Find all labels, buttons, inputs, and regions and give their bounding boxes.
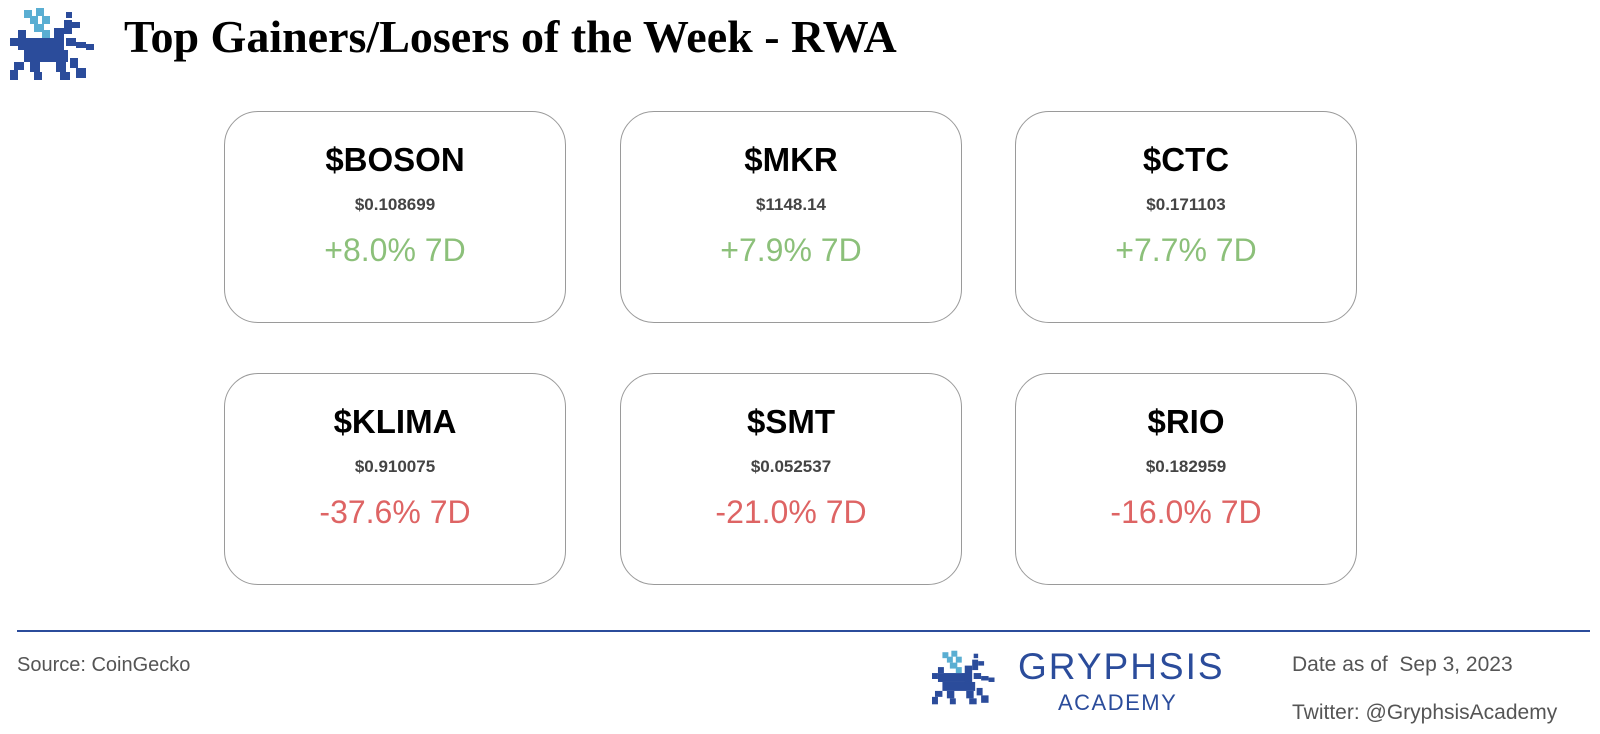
gainer-card: $MKR $1148.14 +7.9% 7D <box>620 111 962 323</box>
gainer-card: $BOSON $0.108699 +8.0% 7D <box>224 111 566 323</box>
price-label: $0.182959 <box>1145 457 1227 476</box>
change-label: +7.9% 7D <box>720 232 862 268</box>
gryphon-logo-icon <box>10 8 94 80</box>
gryphon-logo-icon <box>932 650 995 705</box>
price-label: $0.108699 <box>354 195 436 214</box>
change-label: +8.0% 7D <box>324 232 466 268</box>
price-label: $0.910075 <box>354 457 436 476</box>
change-label: -21.0% 7D <box>715 494 867 530</box>
ticker-label: $SMT <box>746 403 835 440</box>
page-title: Top Gainers/Losers of the Week - RWA <box>124 11 897 62</box>
loser-card: $SMT $0.052537 -21.0% 7D <box>620 373 962 585</box>
loser-card: $RIO $0.182959 -16.0% 7D <box>1015 373 1357 585</box>
ticker-label: $KLIMA <box>333 403 457 440</box>
ticker-label: $BOSON <box>325 141 465 178</box>
change-label: +7.7% 7D <box>1115 232 1257 268</box>
ticker-label: $RIO <box>1147 403 1225 440</box>
price-label: $0.052537 <box>750 457 832 476</box>
footer-divider <box>17 630 1590 632</box>
brand-name: GRYPHSIS <box>1018 646 1225 687</box>
twitter-handle: Twitter: @GryphsisAcademy <box>1292 701 1558 724</box>
loser-card: $KLIMA $0.910075 -37.6% 7D <box>224 373 566 585</box>
ticker-label: $CTC <box>1142 141 1230 178</box>
change-label: -16.0% 7D <box>1110 494 1262 530</box>
gainer-card: $CTC $0.171103 +7.7% 7D <box>1015 111 1357 323</box>
price-label: $1148.14 <box>756 195 826 214</box>
source-label: Source: CoinGecko <box>17 654 191 676</box>
date-label: Date as of Sep 3, 2023 <box>1292 653 1513 676</box>
change-label: -37.6% 7D <box>319 494 471 530</box>
price-label: $0.171103 <box>1146 195 1226 214</box>
brand-subtitle: ACADEMY <box>1058 690 1178 715</box>
ticker-label: $MKR <box>744 141 838 178</box>
